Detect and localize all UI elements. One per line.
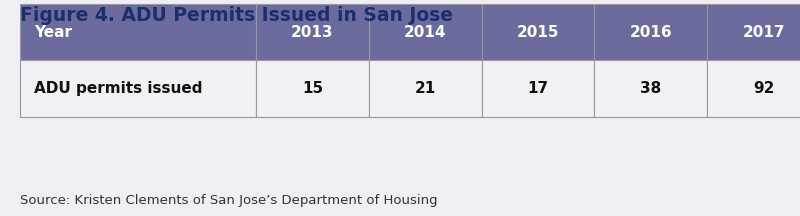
Text: 2013: 2013 bbox=[291, 25, 334, 40]
Text: Year: Year bbox=[34, 25, 72, 40]
Text: ADU permits issued: ADU permits issued bbox=[34, 81, 202, 96]
Text: 17: 17 bbox=[527, 81, 549, 96]
Text: 21: 21 bbox=[414, 81, 436, 96]
Text: Source: Kristen Clements of San Jose’s Department of Housing: Source: Kristen Clements of San Jose’s D… bbox=[20, 194, 438, 207]
Bar bbox=[707, 4, 800, 60]
Text: 2015: 2015 bbox=[517, 25, 559, 40]
Text: 15: 15 bbox=[302, 81, 323, 96]
Bar bbox=[707, 60, 800, 117]
Bar bbox=[20, 60, 256, 117]
Text: 2014: 2014 bbox=[404, 25, 446, 40]
Bar bbox=[369, 4, 482, 60]
Bar bbox=[20, 4, 256, 60]
Text: Figure 4. ADU Permits Issued in San Jose: Figure 4. ADU Permits Issued in San Jose bbox=[20, 6, 453, 25]
Text: 38: 38 bbox=[640, 81, 662, 96]
Text: 2017: 2017 bbox=[742, 25, 785, 40]
Bar bbox=[256, 4, 369, 60]
Bar bbox=[369, 60, 482, 117]
Bar bbox=[482, 60, 594, 117]
Bar bbox=[256, 60, 369, 117]
Text: 2016: 2016 bbox=[630, 25, 672, 40]
Bar bbox=[594, 60, 707, 117]
Bar bbox=[594, 4, 707, 60]
Bar bbox=[482, 4, 594, 60]
Text: 92: 92 bbox=[753, 81, 774, 96]
